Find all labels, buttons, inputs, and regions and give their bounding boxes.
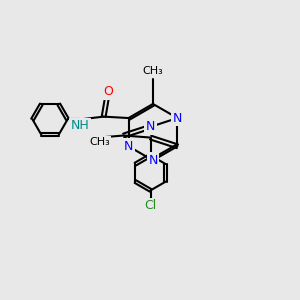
Text: CH₃: CH₃ xyxy=(89,137,110,148)
Text: N: N xyxy=(124,140,133,153)
Text: O: O xyxy=(103,85,113,98)
Text: Cl: Cl xyxy=(144,200,157,212)
Text: N: N xyxy=(173,112,182,124)
Text: N: N xyxy=(146,120,155,133)
Text: N: N xyxy=(148,154,158,167)
Text: NH: NH xyxy=(70,119,89,133)
Text: CH₃: CH₃ xyxy=(142,66,163,76)
